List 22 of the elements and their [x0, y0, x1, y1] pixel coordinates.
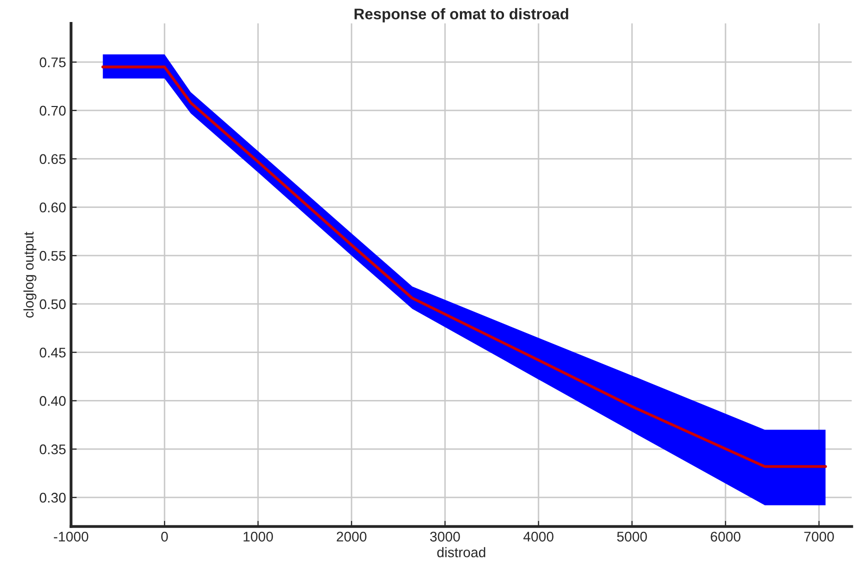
x-tick-label: -1000: [54, 532, 88, 542]
y-tick-label: 0.60: [40, 202, 66, 212]
y-tick-label: 0.40: [40, 396, 66, 406]
y-tick-label: 0.50: [40, 299, 66, 310]
y-axis-title: cloglog output: [23, 232, 36, 318]
x-tick-label: 0: [161, 532, 168, 542]
x-tick-label: 4000: [523, 532, 554, 542]
x-tick-label: 1000: [244, 532, 273, 542]
y-tick-label: 0.45: [40, 348, 66, 358]
y-tick-label: 0.70: [40, 106, 66, 116]
x-tick-label: 2000: [336, 532, 366, 542]
x-tick-label: 7000: [804, 532, 834, 542]
x-tick-label: 3000: [430, 532, 460, 542]
y-tick-label: 0.35: [40, 444, 66, 454]
y-tick-label: 0.30: [40, 492, 66, 503]
y-tick-label: 0.65: [40, 154, 66, 164]
x-tick-label: 5000: [617, 532, 647, 542]
chart-title: Response of omat to distroad: [354, 8, 568, 22]
y-tick-label: 0.55: [40, 250, 66, 261]
x-axis-title: distroad: [437, 547, 486, 558]
y-tick-label: 0.75: [40, 57, 66, 68]
x-tick-label: 6000: [710, 532, 740, 542]
